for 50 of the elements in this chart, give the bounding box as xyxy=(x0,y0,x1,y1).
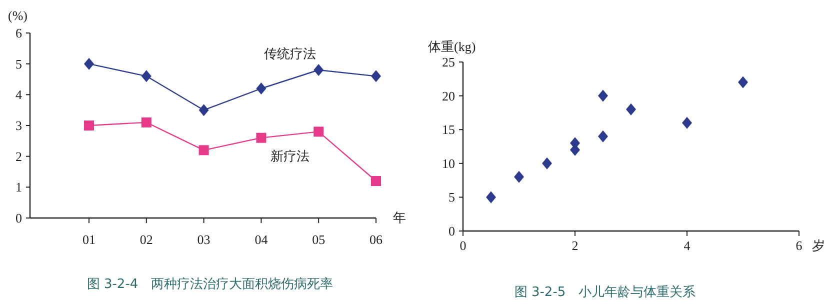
point xyxy=(314,126,324,137)
point xyxy=(626,103,636,116)
x-tick-label: 4 xyxy=(684,238,691,253)
y-tick-label: 4 xyxy=(16,87,22,102)
y-tick-label: 1 xyxy=(16,180,22,195)
y-tick-label: 25 xyxy=(442,54,455,70)
point xyxy=(371,70,381,82)
x-tick-label: 03 xyxy=(197,232,210,247)
y-axis-title: 体重(kg) xyxy=(428,39,476,54)
y-tick-label: 3 xyxy=(16,118,22,133)
y-tick-label: 10 xyxy=(442,156,455,171)
point xyxy=(84,58,94,70)
x-tick-label: 04 xyxy=(254,232,268,247)
point xyxy=(198,104,209,116)
y-tick-label: 20 xyxy=(442,88,455,104)
y-tick-label: 6 xyxy=(16,26,22,40)
point xyxy=(84,120,94,130)
text: 图 3-2-4 两种疗法治疗大面积烧伤病死率 xyxy=(86,276,334,292)
text: 图 3-2-5 小儿年龄与体重关系 xyxy=(514,285,696,300)
point xyxy=(371,176,381,186)
x-tick-label: 01 xyxy=(82,232,96,247)
point xyxy=(486,191,496,204)
point xyxy=(256,132,266,143)
y-tick-label: 5 xyxy=(16,56,22,72)
x-tick-label: 6 xyxy=(796,238,803,253)
point xyxy=(314,64,324,76)
x-axis-title: 年 xyxy=(393,210,406,225)
y-tick-label: 0 xyxy=(16,210,22,226)
y-tick-label: 2 xyxy=(16,148,22,164)
x-tick-label: 2 xyxy=(572,238,578,253)
x-tick-label: 02 xyxy=(140,232,153,247)
point xyxy=(141,70,152,82)
point xyxy=(682,116,692,129)
series-label: 传统疗法 xyxy=(264,46,316,61)
point xyxy=(598,90,608,102)
x-tick-label: 06 xyxy=(370,232,383,247)
point xyxy=(141,117,152,128)
point xyxy=(598,130,608,142)
x-tick-label: 0 xyxy=(460,238,466,253)
x-tick-label: 05 xyxy=(312,232,326,247)
x-axis-title: 岁 xyxy=(812,238,825,253)
y-tick-label: 5 xyxy=(448,190,455,205)
point xyxy=(514,170,524,183)
point xyxy=(256,82,266,94)
point xyxy=(738,76,748,88)
y-axis-title: (%) xyxy=(8,8,28,23)
y-tick-label: 15 xyxy=(442,122,455,138)
series-label: 新疗法 xyxy=(270,148,310,164)
point xyxy=(198,145,209,156)
point xyxy=(542,157,552,170)
